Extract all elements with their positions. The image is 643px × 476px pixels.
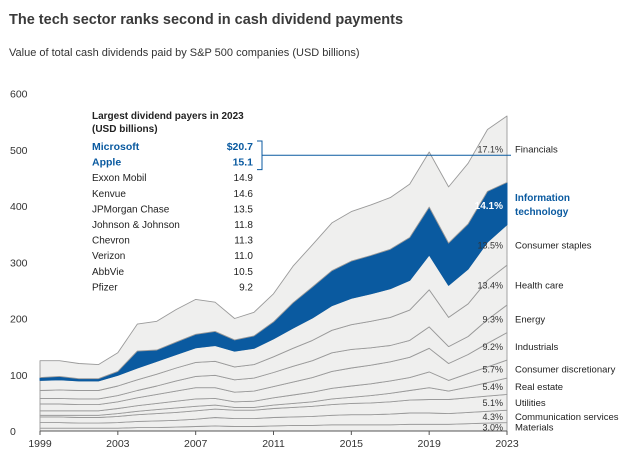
x-tick-label-2011: 2011 xyxy=(262,438,285,450)
x-tick-label-2023: 2023 xyxy=(495,438,519,450)
payer-value-kenvue: 14.6 xyxy=(234,189,254,200)
share-label-industrials: 9.2% xyxy=(482,342,503,352)
share-label-consumer-staples: 13.5% xyxy=(477,240,503,250)
share-label-real-estate: 5.4% xyxy=(482,382,503,392)
payer-value-pfizer: 9.2 xyxy=(239,282,253,293)
payer-value-apple: 15.1 xyxy=(233,157,254,169)
chart-title: The tech sector ranks second in cash div… xyxy=(9,12,404,28)
payer-name-verizon: Verizon xyxy=(92,251,125,262)
y-tick-label-400: 400 xyxy=(10,201,28,213)
share-label-communication-services: 4.3% xyxy=(482,412,503,422)
share-label-utilities: 5.1% xyxy=(482,398,503,408)
payer-name-abbvie: AbbVie xyxy=(92,267,125,278)
payers-title-line2: (USD billions) xyxy=(92,124,158,135)
payer-value-exxon-mobil: 14.9 xyxy=(234,173,254,184)
y-tick-label-500: 500 xyxy=(10,145,28,157)
y-tick-label-300: 300 xyxy=(10,257,28,269)
x-tick-label-2015: 2015 xyxy=(340,438,364,450)
payer-name-pfizer: Pfizer xyxy=(92,282,118,293)
payer-value-jpmorgan-chase: 13.5 xyxy=(234,204,254,215)
x-tick-label-2003: 2003 xyxy=(106,438,130,450)
share-label-consumer-discretionary: 5.7% xyxy=(482,365,503,375)
share-label-materials: 3.0% xyxy=(482,422,503,432)
share-label-information-technology: 14.1% xyxy=(475,201,503,212)
series-label-information-technology-line2: technology xyxy=(515,207,569,218)
series-label-energy: Energy xyxy=(515,314,545,325)
series-label-industrials: Industrials xyxy=(515,342,559,353)
x-tick-label-2007: 2007 xyxy=(184,438,208,450)
series-label-real-estate: Real estate xyxy=(515,382,563,393)
payers-title-line1: Largest dividend payers in 2023 xyxy=(92,111,244,122)
series-label-materials: Materials xyxy=(515,422,554,433)
payer-name-johnson-and-johnson: Johnson & Johnson xyxy=(92,220,180,231)
x-tick-label-1999: 1999 xyxy=(28,438,52,450)
payer-value-johnson-and-johnson: 11.8 xyxy=(234,220,253,231)
payer-name-microsoft: Microsoft xyxy=(92,141,140,153)
payer-name-jpmorgan-chase: JPMorgan Chase xyxy=(92,204,170,215)
share-label-health-care: 13.4% xyxy=(477,281,503,291)
chart-subtitle: Value of total cash dividends paid by S&… xyxy=(9,47,360,59)
x-tick-label-2019: 2019 xyxy=(417,438,441,450)
payer-name-apple: Apple xyxy=(92,157,121,169)
y-tick-label-100: 100 xyxy=(10,370,28,382)
series-label-health-care: Health care xyxy=(515,281,564,292)
y-tick-label-0: 0 xyxy=(10,426,16,438)
share-label-energy: 9.3% xyxy=(482,314,503,324)
share-label-financials: 17.1% xyxy=(477,145,503,155)
payers-bracket xyxy=(257,140,263,171)
payer-name-exxon-mobil: Exxon Mobil xyxy=(92,173,146,184)
series-label-utilities: Utilities xyxy=(515,398,546,409)
y-tick-label-200: 200 xyxy=(10,314,28,326)
series-label-information-technology-line1: Information xyxy=(515,193,570,204)
series-label-consumer-discretionary: Consumer discretionary xyxy=(515,365,616,376)
series-label-communication-services: Communication services xyxy=(515,412,619,423)
payer-name-chevron: Chevron xyxy=(92,236,130,247)
series-label-financials: Financials xyxy=(515,145,558,156)
payer-value-abbvie: 10.5 xyxy=(234,267,254,278)
payer-value-verizon: 11.0 xyxy=(234,251,253,262)
payer-value-microsoft: $20.7 xyxy=(227,141,253,153)
y-tick-label-600: 600 xyxy=(10,89,28,101)
payer-name-kenvue: Kenvue xyxy=(92,189,126,200)
series-label-consumer-staples: Consumer staples xyxy=(515,240,592,251)
payer-value-chevron: 11.3 xyxy=(234,236,253,247)
area-financials xyxy=(39,115,508,380)
